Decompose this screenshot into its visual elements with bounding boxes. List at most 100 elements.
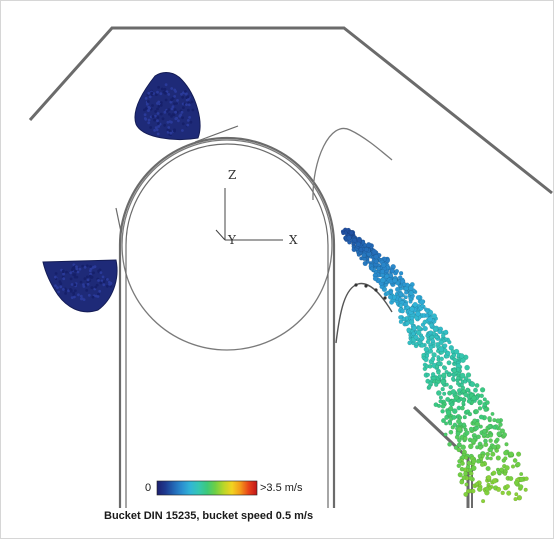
bucket-particle: [173, 129, 176, 133]
stream-particle: [460, 444, 466, 450]
stream-particle: [499, 467, 505, 473]
bucket-particle: [181, 122, 185, 126]
bucket-particle: [70, 283, 74, 286]
coordinate-axes: Z Y X: [215, 168, 298, 247]
bucket-particle: [72, 291, 75, 295]
bucket-particle: [150, 91, 154, 95]
stream-particle: [372, 276, 378, 282]
belt-lip-left: [115, 207, 122, 233]
stream-particle: [404, 320, 410, 326]
stream-particle: [490, 411, 495, 416]
bucket-particle: [170, 120, 173, 124]
stream-particle: [448, 421, 453, 426]
bucket-particle: [102, 280, 106, 284]
stream-particle: [355, 241, 361, 247]
stream-particle: [380, 269, 385, 274]
stream-particle: [483, 438, 488, 444]
bucket-particle: [178, 114, 182, 118]
stream-particle: [463, 491, 469, 497]
stream-particle: [384, 283, 388, 287]
bucket-particle: [159, 112, 163, 116]
bucket-particle: [170, 107, 174, 111]
stream-particle: [361, 252, 367, 258]
stream-particle: [513, 497, 518, 502]
bucket-particle: [67, 289, 70, 293]
stream-particle: [409, 306, 415, 312]
stream-particle: [425, 308, 430, 314]
stream-particle: [446, 360, 452, 366]
bucket-top: [134, 72, 201, 140]
bucket-particle: [93, 265, 97, 269]
bucket-particle: [153, 114, 157, 118]
stream-particle: [390, 268, 395, 274]
stream-particle: [503, 471, 508, 476]
bucket-particle: [157, 100, 161, 104]
stream-particle: [400, 308, 405, 314]
stream-particle: [447, 441, 452, 447]
bucket-particle: [97, 279, 100, 282]
stream-particle: [462, 415, 467, 420]
bucket-particle: [165, 110, 169, 113]
stream-particle: [426, 372, 430, 377]
bucket-particle: [159, 101, 163, 105]
housing-roof: [28, 26, 553, 195]
bucket-particle: [97, 269, 100, 273]
stream-particle: [478, 445, 483, 450]
bucket-particle: [156, 116, 160, 119]
stream-particle: [468, 443, 474, 450]
velocity-colorbar: 0 >3.5 m/s: [145, 480, 303, 496]
stream-particle: [515, 461, 521, 467]
stream-particle: [474, 383, 480, 388]
stream-particle: [415, 311, 421, 317]
stream-particle: [450, 376, 456, 382]
stream-particle: [442, 391, 447, 396]
stream-particle: [363, 247, 369, 252]
stream-particle: [439, 356, 444, 362]
bucket-particle: [147, 105, 151, 109]
bucket-particle: [167, 93, 171, 96]
stream-particle: [379, 277, 386, 283]
discharge-hood-curve: [312, 127, 393, 201]
stream-particle: [388, 290, 394, 295]
bucket-particle: [144, 107, 148, 110]
bucket-particle: [191, 108, 195, 112]
stream-particle: [482, 397, 487, 402]
stream-particle: [482, 428, 487, 434]
stream-particle: [463, 379, 468, 384]
stream-particle: [423, 346, 430, 353]
stream-particle: [380, 262, 387, 268]
stream-particle: [407, 340, 412, 346]
stream-particle: [422, 325, 428, 332]
bucket-particle: [99, 271, 103, 274]
stream-particle: [424, 313, 430, 318]
bucket-particle: [75, 275, 79, 279]
stream-particle: [398, 303, 403, 308]
bucket-particle: [75, 267, 79, 271]
stream-particle: [442, 343, 448, 349]
stream-particle: [436, 403, 442, 408]
bucket-particle: [85, 264, 89, 268]
stream-particle: [487, 423, 493, 429]
stream-particle: [485, 400, 490, 405]
bucket-particle: [105, 284, 109, 288]
stream-particle: [508, 451, 514, 457]
bucket-particle: [72, 273, 75, 277]
stream-particle: [430, 356, 436, 362]
bucket-particle: [69, 271, 72, 275]
stream-particle: [398, 315, 403, 320]
stream-particle: [449, 402, 454, 407]
stream-particle: [502, 432, 508, 438]
stream-particle: [504, 442, 509, 447]
stream-particle: [349, 230, 354, 236]
stream-particle: [365, 259, 370, 264]
bucket-particle: [143, 113, 147, 117]
bucket-particle: [169, 100, 173, 104]
bucket-particle: [167, 108, 171, 111]
stream-particle: [481, 499, 486, 504]
bucket-particle: [156, 112, 160, 115]
stream-particle: [427, 316, 433, 323]
x-axis-label: X: [289, 233, 298, 247]
stream-particle: [434, 335, 439, 339]
stream-particle: [491, 444, 497, 450]
stream-particle: [456, 375, 461, 381]
